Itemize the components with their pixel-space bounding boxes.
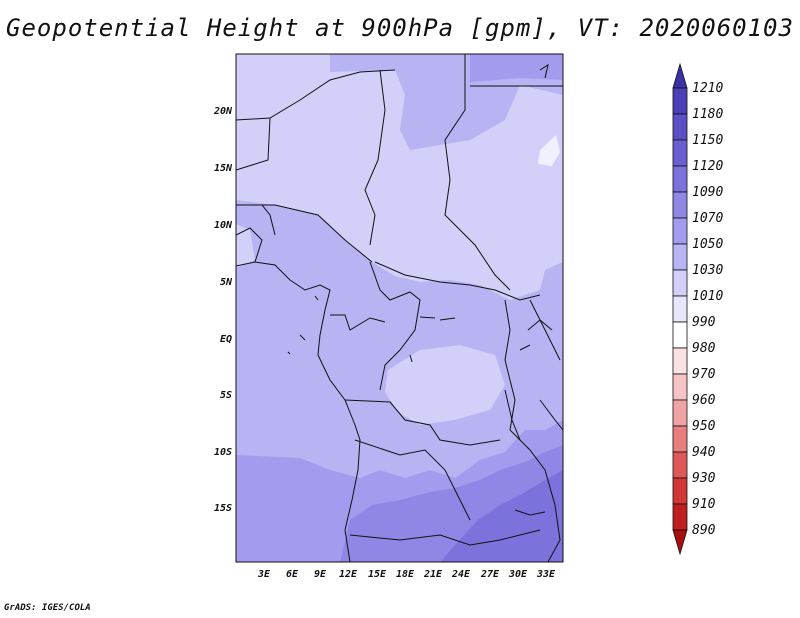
colorbar-level-label: 1030 — [692, 263, 723, 278]
lon-tick-label: 12E — [339, 569, 358, 580]
colorbar-segment — [672, 139, 688, 167]
lon-tick-label: 24E — [451, 569, 471, 580]
colorbar-segment — [672, 295, 688, 323]
colorbar-segment — [672, 191, 688, 219]
lat-tick-label: 15S — [214, 503, 232, 514]
colorbar-segment — [672, 243, 688, 271]
colorbar-level-label: 940 — [692, 445, 716, 460]
colorbar-level-label: 1070 — [692, 211, 723, 226]
colorbar-level-label: 1010 — [692, 289, 723, 304]
colorbar-segment — [672, 217, 688, 245]
field-990-patch — [538, 135, 560, 166]
longitude-axis: 3E 6E 9E 12E 15E 18E 21E 24E 27E 30E 33E — [257, 569, 556, 580]
colorbar-level-label: 1120 — [692, 159, 723, 174]
field-1090-southeast — [440, 470, 563, 562]
colorbar: 1210 1180 1150 1120 1090 1070 1050 1030 1010 990 9… — [672, 62, 723, 556]
lon-tick-label: 30E — [508, 569, 528, 580]
lat-tick-label: 5N — [220, 277, 233, 288]
colorbar-segment — [672, 373, 688, 401]
colorbar-segment — [672, 87, 688, 115]
latitude-axis: 20N 15N 10N 5N EQ 5S 10S 15S — [213, 106, 233, 514]
field-1010-west — [236, 224, 255, 268]
map-title: Geopotential Height at 900hPa [gpm], VT:… — [6, 14, 794, 42]
map-frame — [235, 53, 564, 563]
colorbar-level-label: 960 — [692, 393, 716, 408]
colorbar-level-label: 1090 — [692, 185, 723, 200]
colorbar-level-label: 930 — [692, 471, 716, 486]
colorbar-bottom-arrow — [672, 529, 688, 556]
lat-tick-label: 15N — [214, 163, 233, 174]
colorbar-segment — [672, 425, 688, 453]
colorbar-level-label: 890 — [692, 523, 716, 538]
colorbar-level-label: 1180 — [692, 107, 723, 122]
map-panel — [236, 54, 563, 562]
colorbar-segment — [672, 477, 688, 505]
colorbar-level-label: 950 — [692, 419, 716, 434]
lon-tick-label: 21E — [423, 569, 443, 580]
lat-tick-label: 10S — [214, 447, 232, 458]
field-1050-ne-corner — [470, 54, 563, 82]
field-1010-basin — [385, 345, 505, 425]
colorbar-segment — [672, 503, 688, 531]
lat-tick-label: 20N — [213, 106, 233, 117]
colorbar-segment — [672, 399, 688, 427]
lon-tick-label: 6E — [286, 569, 299, 580]
colorbar-level-label: 990 — [692, 315, 716, 330]
colorbar-top-arrow — [672, 62, 688, 89]
colorbar-level-label: 1150 — [692, 133, 723, 148]
colorbar-segment — [672, 451, 688, 479]
lon-tick-label: 3E — [257, 569, 271, 580]
lon-tick-label: 33E — [536, 569, 556, 580]
colorbar-segment — [672, 321, 688, 349]
field-1010-north — [236, 54, 563, 300]
colorbar-level-label: 910 — [692, 497, 716, 512]
lon-tick-label: 15E — [368, 569, 387, 580]
grads-credit: GrADS: IGES/COLA — [4, 603, 91, 613]
lon-tick-label: 9E — [314, 569, 327, 580]
colorbar-level-label: 970 — [692, 367, 716, 382]
lat-tick-label: 5S — [220, 390, 232, 401]
colorbar-segment — [672, 165, 688, 193]
colorbar-segment — [672, 347, 688, 375]
colorbar-level-label: 1050 — [692, 237, 723, 252]
lat-tick-label: EQ — [220, 334, 232, 345]
lon-tick-label: 27E — [480, 569, 500, 580]
colorbar-segment — [672, 269, 688, 297]
coastlines-and-borders — [236, 54, 563, 562]
colorbar-segment — [672, 113, 688, 141]
colorbar-level-label: 1210 — [692, 81, 723, 96]
colorbar-level-label: 980 — [692, 341, 716, 356]
lat-tick-label: 10N — [214, 220, 233, 231]
lon-tick-label: 18E — [396, 569, 415, 580]
